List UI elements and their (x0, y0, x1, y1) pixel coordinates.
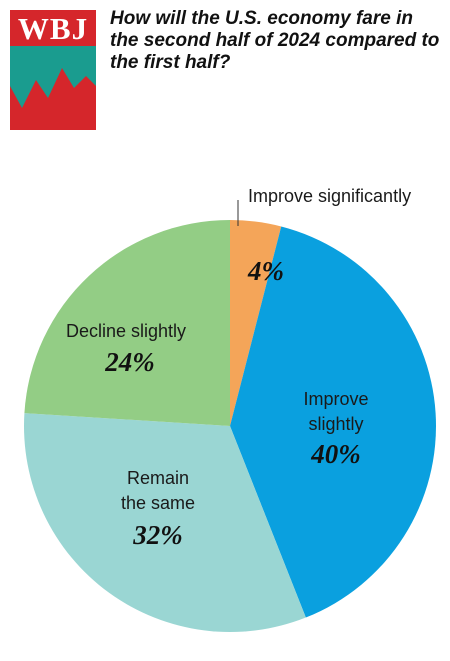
pie-slice-improve-slightly (230, 226, 436, 618)
slice-value-improve-slightly: 40% (310, 439, 361, 469)
slice-label-remain-the-same: Remain the same (121, 468, 195, 513)
pie-slice-decline-slightly (24, 220, 230, 426)
pie-slice-remain-the-same (24, 413, 306, 632)
slice-label-improve-slightly: Improve slightly (303, 389, 368, 434)
wbj-logo: WBJ (10, 10, 96, 130)
slice-label-decline-slightly: Decline slightly (66, 321, 186, 341)
slice-value-remain-the-same: 32% (132, 520, 183, 550)
slice-value-improve-significantly: 4% (247, 256, 284, 286)
trend-line-icon (10, 46, 96, 130)
slice-label-improve-significantly: Improve significantly (248, 186, 411, 206)
slice-value-decline-slightly: 24% (104, 347, 155, 377)
pie-slice-improve-significantly (230, 220, 282, 426)
chart-title: How will the U.S. economy fare in the se… (110, 8, 440, 73)
logo-banner: WBJ (10, 10, 96, 46)
logo-text: WBJ (17, 10, 89, 46)
